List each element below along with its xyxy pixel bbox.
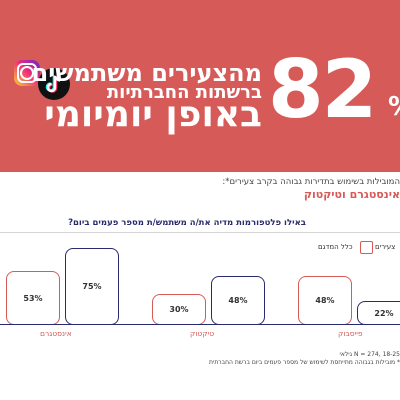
bar-young-2: 22% bbox=[357, 301, 400, 325]
headline-line-3: באופן יומיומי bbox=[44, 94, 262, 135]
bar-value-label: 53% bbox=[23, 293, 43, 303]
tiktok-icon bbox=[38, 68, 70, 100]
bar-all-1: 30% bbox=[152, 294, 206, 325]
legend-label-young: צעירים bbox=[375, 243, 396, 251]
instagram-icon bbox=[14, 60, 40, 86]
percent-sign: % bbox=[388, 92, 400, 122]
headline-line-1: מהצעירים משתמשים bbox=[31, 59, 262, 87]
headline-banner: מהצעירים משתמשים ברשתות החברתיות באופן י… bbox=[0, 0, 400, 172]
bar-value-label: 22% bbox=[374, 308, 394, 318]
headline-line-2: ברשתות החברתיות bbox=[106, 82, 262, 103]
definition-footnote: * מובילות בגבוהה מתייחסת לשימוש של מספר … bbox=[209, 359, 400, 366]
intro-note: המובילות בשימוש בתדירות גבוהה בקרב צעירי… bbox=[222, 177, 400, 187]
bar-value-label: 30% bbox=[169, 305, 189, 314]
category-label-tiktok: טיקטוק bbox=[190, 329, 215, 338]
bar-young-0: 75% bbox=[65, 248, 119, 325]
legend-swatch-young bbox=[360, 241, 373, 254]
x-axis-line bbox=[0, 324, 400, 325]
title-divider bbox=[0, 232, 400, 233]
chart-title: באילו פלטפורמות מדיה את/ה משתמש/ת מספר פ… bbox=[68, 218, 306, 228]
bar-all-2: 48% bbox=[298, 276, 352, 325]
legend-label-all: כלל המדגם bbox=[318, 243, 353, 251]
category-label-instagram: אינסטגרם bbox=[40, 329, 72, 338]
big-percentage: 82 bbox=[268, 43, 377, 136]
bar-value-label: 48% bbox=[228, 296, 248, 305]
intro-highlight: אינסטגרם וטיקטוק bbox=[303, 188, 400, 201]
bar-all-0: 53% bbox=[6, 271, 60, 325]
bar-value-label: 75% bbox=[82, 282, 102, 291]
bar-value-label: 48% bbox=[315, 296, 335, 305]
sample-footnote: N = 274, 18-25 גילאי bbox=[339, 351, 400, 358]
category-label-facebook: פייסבוק bbox=[338, 329, 363, 338]
bar-young-1: 48% bbox=[211, 276, 265, 325]
